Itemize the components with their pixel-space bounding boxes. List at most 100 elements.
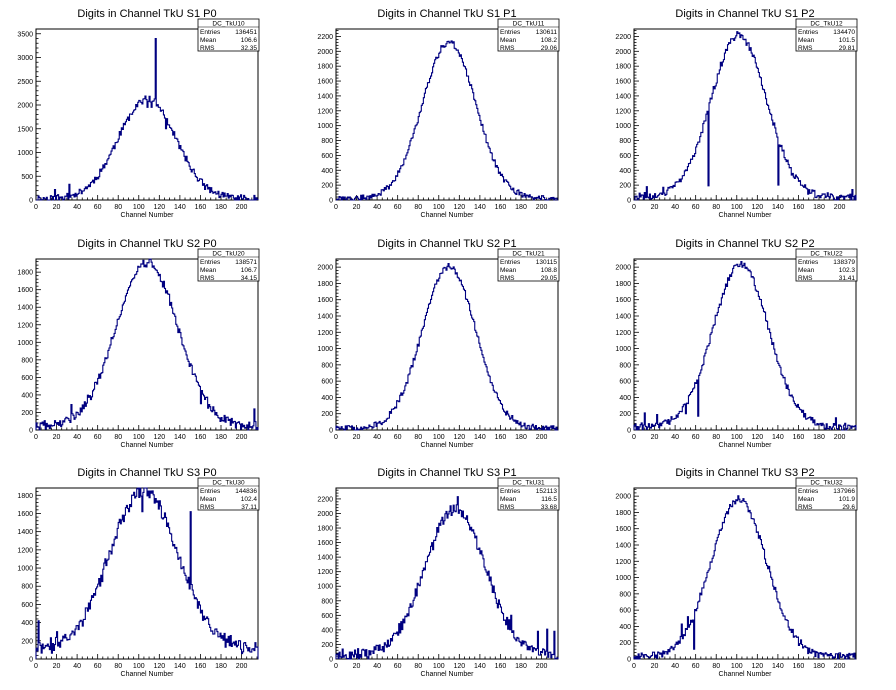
stats-label: Mean	[200, 267, 217, 274]
x-tick-label: 160	[495, 204, 507, 211]
x-tick-label: 80	[114, 663, 122, 670]
x-tick-label: 160	[495, 663, 507, 670]
chart-title: Digits in Channel TkU S2 P1	[377, 238, 516, 250]
stats-name: DC_TkU20	[212, 251, 245, 258]
y-tick-label: 0	[329, 198, 333, 205]
y-tick-label: 1400	[615, 543, 631, 550]
x-tick-label: 20	[651, 434, 659, 441]
y-tick-label: 0	[627, 198, 631, 205]
stats-value: 130115	[536, 259, 558, 266]
x-tick-label: 200	[236, 663, 248, 670]
x-tick-label: 180	[813, 663, 825, 670]
x-tick-label: 0	[632, 434, 636, 441]
x-tick-label: 120	[751, 204, 763, 211]
y-tick-label: 2000	[615, 494, 631, 501]
y-tick-label: 3000	[17, 55, 33, 62]
x-tick-label: 160	[793, 663, 805, 670]
x-tick-label: 120	[153, 434, 165, 441]
stats-value: 34.15	[241, 275, 258, 282]
x-tick-label: 180	[813, 204, 825, 211]
y-tick-label: 400	[321, 395, 333, 402]
stats-value: 134470	[833, 29, 855, 36]
x-tick-label: 120	[153, 204, 165, 211]
x-axis-label: Channel Number	[121, 442, 175, 449]
x-tick-label: 180	[515, 204, 527, 211]
stats-value: 108.2	[541, 37, 558, 44]
x-tick-label: 140	[174, 204, 186, 211]
plot-frame	[35, 28, 259, 201]
y-tick-label: 1000	[317, 584, 333, 591]
x-tick-label: 180	[515, 663, 527, 670]
histogram-panel: Digits in Channel TkU S3 P0 0 20 40 60 80 100 1…	[17, 467, 260, 678]
x-tick-label: 40	[73, 204, 81, 211]
y-tick-label: 1000	[615, 123, 631, 130]
stats-value: 144836	[235, 488, 257, 495]
x-tick-label: 60	[94, 434, 102, 441]
y-tick-label: 1600	[17, 511, 33, 518]
stats-label: RMS	[200, 504, 215, 511]
histogram-panel: Digits in Channel TkU S3 P2 0 20 40 60 80 100 1…	[615, 467, 858, 678]
x-tick-label: 0	[34, 204, 38, 211]
x-tick-label: 0	[334, 204, 338, 211]
stats-value: 108.8	[541, 267, 558, 274]
x-tick-label: 100	[433, 434, 445, 441]
stats-box-frame	[795, 477, 858, 511]
stats-value: 138379	[833, 259, 855, 266]
x-axis-label: Channel Number	[121, 671, 175, 678]
stats-value: 101.9	[839, 496, 856, 503]
y-tick-label: 800	[619, 138, 631, 145]
stats-box-frame	[795, 248, 858, 282]
stats-label: Entries	[798, 29, 819, 36]
x-tick-label: 0	[632, 663, 636, 670]
y-tick-label: 200	[321, 411, 333, 418]
y-tick-label: 1000	[17, 566, 33, 573]
x-tick-label: 20	[53, 663, 61, 670]
y-tick-label: 1800	[17, 270, 33, 277]
y-tick-label: 1000	[615, 346, 631, 353]
stats-label: RMS	[500, 45, 515, 52]
x-tick-label: 60	[692, 663, 700, 670]
y-tick-label: 1800	[317, 64, 333, 71]
stats-value: 29.05	[541, 275, 558, 282]
y-tick-label: 1600	[317, 79, 333, 86]
y-tick-label: 600	[321, 153, 333, 160]
y-tick-label: 800	[619, 362, 631, 369]
histogram-panel: Digits in Channel TkU S1 P1 0 20 40 60 80 100 1…	[317, 8, 560, 219]
y-tick-label: 400	[21, 392, 33, 399]
x-tick-label: 100	[731, 434, 743, 441]
chart-title: Digits in Channel TkU S3 P0	[77, 467, 216, 479]
x-axis-label: Channel Number	[719, 442, 773, 449]
y-tick-label: 3500	[17, 31, 33, 38]
x-tick-label: 20	[53, 434, 61, 441]
y-tick-label: 600	[619, 379, 631, 386]
x-tick-label: 20	[353, 663, 361, 670]
x-tick-label: 160	[793, 204, 805, 211]
x-axis-label: Channel Number	[719, 212, 773, 219]
x-tick-label: 140	[174, 663, 186, 670]
stats-label: Mean	[500, 496, 517, 503]
chart-title: Digits in Channel TkU S3 P1	[377, 467, 516, 479]
stats-name: DC_TkU31	[512, 480, 545, 487]
histogram-series	[35, 487, 259, 659]
stats-label: Mean	[200, 496, 217, 503]
y-tick-label: 2200	[317, 34, 333, 41]
stats-box-frame	[497, 477, 560, 511]
y-tick-label: 1500	[17, 126, 33, 133]
y-tick-label: 1600	[317, 297, 333, 304]
x-tick-label: 60	[692, 434, 700, 441]
y-tick-label: 2000	[317, 265, 333, 272]
x-tick-label: 200	[834, 663, 846, 670]
y-tick-label: 800	[321, 598, 333, 605]
x-tick-label: 180	[215, 434, 227, 441]
stats-label: Entries	[500, 29, 521, 36]
y-tick-label: 1000	[317, 346, 333, 353]
x-tick-label: 140	[772, 663, 784, 670]
histogram-panel: Digits in Channel TkU S2 P0 0 20 40 60 80 100 1…	[17, 238, 260, 449]
histogram-panel: Digits in Channel TkU S1 P0 0 20 40 60 80 100 1…	[17, 8, 260, 219]
y-tick-label: 200	[21, 410, 33, 417]
y-tick-label: 1200	[17, 322, 33, 329]
x-tick-label: 120	[453, 434, 465, 441]
y-tick-label: 2000	[317, 49, 333, 56]
stats-value: 32.35	[241, 45, 258, 52]
